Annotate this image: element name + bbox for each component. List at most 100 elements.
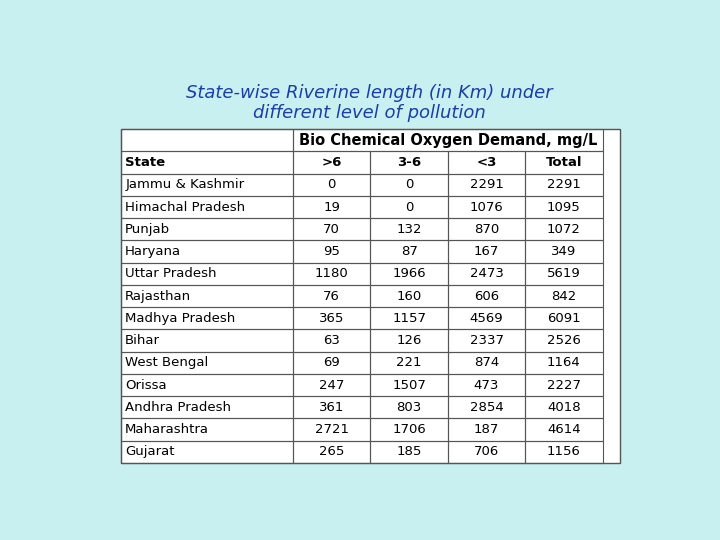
Bar (121, 418, 293, 441)
Bar (525, 418, 603, 441)
Bar (448, 196, 525, 218)
Text: Jammu & Kashmir: Jammu & Kashmir (125, 178, 244, 191)
Bar (121, 196, 293, 218)
Text: 2291: 2291 (547, 178, 581, 191)
Text: 5619: 5619 (547, 267, 581, 280)
Text: Bio Chemical Oxygen Demand, mg/L: Bio Chemical Oxygen Demand, mg/L (299, 133, 597, 148)
Text: 4018: 4018 (547, 401, 581, 414)
Text: 187: 187 (474, 423, 499, 436)
Text: 95: 95 (323, 245, 340, 258)
Bar (121, 218, 293, 240)
Bar (525, 174, 603, 196)
Bar (525, 263, 603, 285)
Bar (525, 218, 603, 240)
Text: 63: 63 (323, 334, 340, 347)
Bar (448, 263, 525, 285)
Text: 0: 0 (405, 200, 413, 214)
Text: 0: 0 (328, 178, 336, 191)
Text: 2337: 2337 (469, 334, 503, 347)
Bar (525, 374, 603, 396)
Text: 4614: 4614 (547, 423, 581, 436)
Text: 1157: 1157 (392, 312, 426, 325)
Bar (370, 418, 448, 441)
Bar (121, 129, 620, 463)
Bar (370, 307, 448, 329)
Text: 1156: 1156 (547, 446, 581, 458)
Bar (121, 441, 293, 463)
Text: 1507: 1507 (392, 379, 426, 392)
Text: Total: Total (546, 156, 582, 169)
Text: 842: 842 (552, 289, 577, 302)
Bar (448, 352, 525, 374)
Bar (293, 374, 370, 396)
Bar (121, 396, 293, 419)
Bar (121, 329, 293, 352)
Bar (448, 329, 525, 352)
Text: 349: 349 (552, 245, 577, 258)
Bar (370, 374, 448, 396)
Bar (293, 174, 370, 196)
Bar (525, 441, 603, 463)
Text: 185: 185 (397, 446, 422, 458)
Text: 2473: 2473 (469, 267, 503, 280)
Text: 1076: 1076 (469, 200, 503, 214)
Text: 473: 473 (474, 379, 499, 392)
Bar (370, 240, 448, 263)
Text: State: State (125, 156, 166, 169)
Text: 0: 0 (405, 178, 413, 191)
Bar (370, 152, 448, 174)
Text: 4569: 4569 (469, 312, 503, 325)
Bar (525, 396, 603, 419)
Text: 1180: 1180 (315, 267, 348, 280)
Bar (525, 352, 603, 374)
Bar (448, 396, 525, 419)
Bar (293, 218, 370, 240)
Text: Uttar Pradesh: Uttar Pradesh (125, 267, 217, 280)
Text: Madhya Pradesh: Madhya Pradesh (125, 312, 235, 325)
Bar (525, 307, 603, 329)
Text: 19: 19 (323, 200, 340, 214)
Text: >6: >6 (322, 156, 342, 169)
Text: Bihar: Bihar (125, 334, 160, 347)
Text: Gujarat: Gujarat (125, 446, 175, 458)
Text: Andhra Pradesh: Andhra Pradesh (125, 401, 231, 414)
Text: 221: 221 (396, 356, 422, 369)
Text: Punjab: Punjab (125, 223, 170, 236)
Bar (448, 285, 525, 307)
Text: 132: 132 (396, 223, 422, 236)
Bar (370, 329, 448, 352)
Text: 1706: 1706 (392, 423, 426, 436)
Bar (121, 263, 293, 285)
Text: 69: 69 (323, 356, 340, 369)
Text: West Bengal: West Bengal (125, 356, 208, 369)
Text: 126: 126 (397, 334, 422, 347)
Bar (293, 352, 370, 374)
Bar (448, 307, 525, 329)
Bar (293, 152, 370, 174)
Bar (370, 174, 448, 196)
Bar (525, 285, 603, 307)
Bar (121, 352, 293, 374)
Bar (525, 240, 603, 263)
Bar (121, 152, 293, 174)
Bar (525, 329, 603, 352)
Text: 160: 160 (397, 289, 422, 302)
Text: Rajasthan: Rajasthan (125, 289, 192, 302)
Text: Himachal Pradesh: Himachal Pradesh (125, 200, 246, 214)
Bar (121, 307, 293, 329)
Bar (370, 441, 448, 463)
Bar (370, 285, 448, 307)
Text: 1164: 1164 (547, 356, 581, 369)
Bar (370, 396, 448, 419)
Text: 2526: 2526 (547, 334, 581, 347)
Bar (448, 374, 525, 396)
Bar (121, 285, 293, 307)
Text: 265: 265 (319, 446, 344, 458)
Text: 1095: 1095 (547, 200, 581, 214)
Bar (293, 329, 370, 352)
Bar (293, 129, 603, 152)
Text: 2227: 2227 (547, 379, 581, 392)
Bar (293, 196, 370, 218)
Bar (293, 307, 370, 329)
Text: 706: 706 (474, 446, 499, 458)
